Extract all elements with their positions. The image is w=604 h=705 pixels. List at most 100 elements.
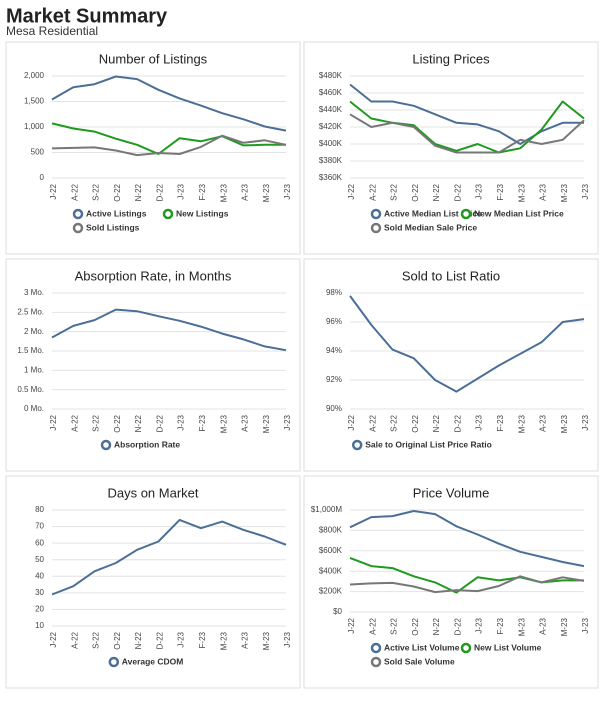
y-tick-label: 1 Mo.: [24, 365, 44, 374]
panel-border: [303, 258, 599, 472]
x-tick-label: A-23: [539, 414, 548, 431]
panel-border: [5, 41, 301, 255]
y-tick-label: 1,000: [24, 122, 45, 131]
y-tick-label: 70: [35, 522, 44, 531]
chart-title: Days on Market: [107, 485, 198, 500]
x-tick-label: F-23: [198, 414, 207, 431]
x-tick-label: N-22: [432, 617, 441, 635]
page-title: Market Summary: [6, 5, 168, 27]
chart-panel: Number of Listings 0 500 1,000 1,500 2,000 J-2…: [5, 41, 301, 255]
x-tick-label: J-23: [177, 631, 186, 647]
x-tick-label: J-22: [347, 414, 356, 430]
x-tick-label: O-22: [113, 414, 122, 432]
line-series: [349, 100, 585, 154]
legend-label: Sold Median Sale Price: [384, 222, 477, 232]
x-tick-label: J-22: [347, 617, 356, 633]
y-tick-label: 20: [35, 605, 44, 614]
y-tick-label: 1,500: [24, 97, 45, 106]
legend-marker: [370, 656, 382, 668]
chart-panel: Absorption Rate, in Months 0 Mo. 0.5 Mo. 1 …: [5, 258, 301, 472]
x-tick-label: M-23: [262, 631, 271, 650]
x-tick-label: M-23: [262, 414, 271, 433]
y-tick-label: 90%: [326, 404, 342, 413]
x-tick-label: J-23: [177, 183, 186, 199]
y-tick-label: $800K: [319, 526, 343, 535]
x-tick-label: M-23: [560, 414, 569, 433]
panel-border: [303, 41, 599, 255]
legend-marker: [72, 222, 84, 234]
x-tick-label: D-22: [155, 414, 164, 432]
line-series: [349, 510, 585, 568]
x-tick-label: M-23: [219, 183, 228, 202]
x-tick-label: J-23: [283, 414, 292, 430]
chart-panel: Days on Market 10 20 30 40 50 60 70 80 J-22 A-22 S-…: [5, 475, 301, 689]
legend-marker: [460, 642, 472, 654]
x-tick-label: O-22: [411, 183, 420, 201]
x-tick-label: M-23: [517, 617, 526, 636]
y-tick-label: 2 Mo.: [24, 327, 44, 336]
x-tick-label: N-22: [134, 183, 143, 201]
x-tick-label: M-23: [560, 183, 569, 202]
y-tick-label: 30: [35, 588, 44, 597]
x-tick-label: J-23: [177, 414, 186, 430]
legend-marker: [370, 222, 382, 234]
x-tick-label: D-22: [453, 414, 462, 432]
y-tick-label: 0 Mo.: [24, 404, 44, 413]
x-tick-label: J-22: [49, 183, 58, 199]
x-tick-label: J-23: [581, 617, 590, 633]
chart-title: Price Volume: [413, 485, 490, 500]
x-tick-label: F-23: [496, 183, 505, 200]
x-tick-label: O-22: [411, 617, 420, 635]
y-tick-label: $200K: [319, 587, 343, 596]
x-tick-label: M-23: [517, 183, 526, 202]
y-tick-label: 40: [35, 571, 44, 580]
x-tick-label: F-23: [198, 631, 207, 648]
x-tick-label: D-22: [453, 617, 462, 635]
y-tick-label: 80: [35, 505, 44, 514]
x-tick-label: J-23: [475, 617, 484, 633]
x-tick-label: N-22: [134, 414, 143, 432]
x-tick-label: A-22: [70, 631, 79, 648]
line-series: [51, 122, 286, 155]
y-tick-label: 1.5 Mo.: [17, 346, 44, 355]
x-tick-label: F-23: [198, 183, 207, 200]
legend-label: Active Listings: [86, 208, 147, 218]
x-tick-label: J-23: [283, 631, 292, 647]
legend-marker: [460, 208, 472, 220]
x-tick-label: S-22: [92, 183, 101, 200]
x-tick-label: S-22: [92, 414, 101, 431]
legend-label: Average CDOM: [122, 656, 184, 666]
y-tick-label: 96%: [326, 317, 342, 326]
legend-label: Sold Listings: [86, 222, 140, 232]
x-tick-label: A-22: [368, 414, 377, 431]
chart-panel: Listing Prices $360K $380K $400K $420K $440K $…: [303, 41, 599, 255]
y-tick-label: 2,000: [24, 71, 45, 80]
legend-label: Active List Volume: [384, 642, 460, 652]
x-tick-label: S-22: [92, 631, 101, 648]
legend-label: New Listings: [176, 208, 229, 218]
chart-panel: Sold to List Ratio 90% 92% 94% 96% 98% J-22 A-2…: [303, 258, 599, 472]
page-subtitle: Mesa Residential: [6, 24, 98, 38]
legend-marker: [100, 439, 112, 451]
legend-label: Active Median List Price: [384, 208, 482, 218]
x-tick-label: M-23: [517, 414, 526, 433]
y-tick-label: 10: [35, 621, 44, 630]
legend-label: Sold Sale Volume: [384, 656, 455, 666]
x-tick-label: A-23: [539, 183, 548, 200]
x-tick-label: D-22: [155, 183, 164, 201]
x-tick-label: S-22: [390, 414, 399, 431]
line-series: [51, 518, 287, 596]
legend-label: Absorption Rate: [114, 439, 180, 449]
x-tick-label: J-23: [581, 414, 590, 430]
x-tick-label: A-23: [539, 617, 548, 634]
chart-title: Number of Listings: [99, 51, 208, 66]
legend-label: New Median List Price: [474, 208, 564, 218]
legend-marker: [162, 208, 174, 220]
x-tick-label: O-22: [113, 631, 122, 649]
x-tick-label: A-22: [368, 183, 377, 200]
y-tick-label: $380K: [319, 156, 343, 165]
line-series: [349, 295, 585, 393]
x-tick-label: M-23: [219, 631, 228, 650]
x-tick-label: D-22: [155, 631, 164, 649]
y-tick-label: $0: [333, 607, 342, 616]
